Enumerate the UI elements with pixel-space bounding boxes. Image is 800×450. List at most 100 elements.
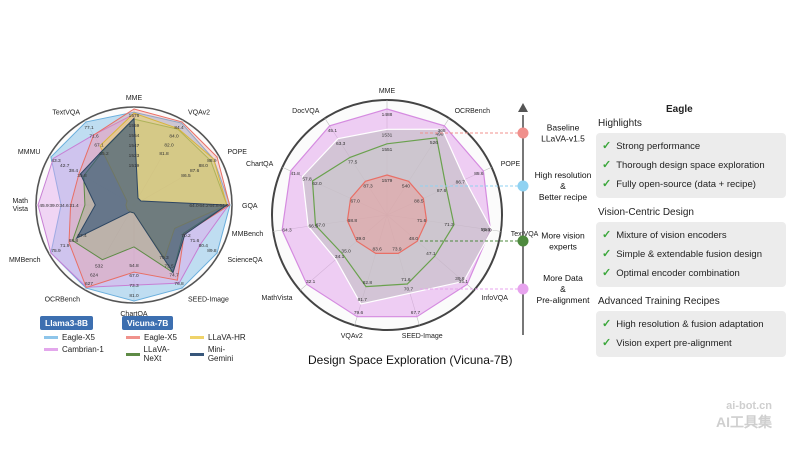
panel-item-label: Thorough design space exploration xyxy=(616,160,765,171)
value-label: 67.0 xyxy=(316,223,326,229)
panel-section-heading: Vision-Centric Design xyxy=(598,207,694,218)
value-label: 35.1 xyxy=(459,279,469,285)
value-label: 82.0 xyxy=(164,142,174,148)
panel-card: ✓ Mixture of vision encoders ✓ Simple & ext… xyxy=(596,222,786,287)
legend-swatch xyxy=(190,352,204,356)
legend-swatch xyxy=(126,352,140,356)
panel-item: ✓ Optimal encoder combination xyxy=(602,264,780,283)
value-label: 71.6 xyxy=(89,134,99,140)
radar-series-high-resolution-better-recipe xyxy=(311,137,455,288)
value-label: 45.1 xyxy=(328,128,338,134)
value-label: 71.6 xyxy=(417,218,427,224)
value-label: 58.5 xyxy=(481,227,491,233)
legend-label: LLaVA-NeXt xyxy=(143,345,170,363)
value-label: 57.8 xyxy=(302,176,312,182)
value-label: 85.6 xyxy=(474,171,484,177)
axis-label: POPE xyxy=(228,149,248,156)
stage-label: High resolution xyxy=(535,170,592,180)
legend-item: Eagle-X5 xyxy=(44,333,104,342)
value-label: 86.5 xyxy=(181,173,191,179)
value-label: 1551 xyxy=(382,147,393,153)
value-label: 1519 xyxy=(129,163,140,169)
value-label: 68.8 xyxy=(69,238,79,244)
stage-marker xyxy=(517,235,529,247)
stage-label: & xyxy=(560,181,566,191)
value-label: 81.0 xyxy=(129,293,139,299)
watermark-line1: ai-bot.cn xyxy=(726,400,772,412)
legend-item: Eagle-X5 xyxy=(126,333,186,342)
value-label: 627 xyxy=(85,281,93,287)
stage-marker xyxy=(517,127,529,139)
axis-label: ChartQA xyxy=(246,161,274,168)
legend-item: Mini-Gemini xyxy=(190,345,250,363)
value-label: 31.4 xyxy=(69,203,79,209)
axis-label: MMBench xyxy=(232,231,264,238)
panel-section-heading: Highlights xyxy=(598,118,642,129)
value-label: 63.3 xyxy=(336,141,346,147)
value-label: 73.5 xyxy=(164,264,174,270)
value-label: 64.3 xyxy=(282,227,292,233)
check-icon: ✓ xyxy=(602,159,612,171)
axis-label: OCRBench xyxy=(45,297,81,304)
check-icon: ✓ xyxy=(602,229,612,241)
value-label: 1547 xyxy=(129,143,140,149)
panel-item: ✓ Mixture of vision encoders xyxy=(602,226,780,245)
value-label: 45.9 xyxy=(39,203,49,209)
value-label: 39.6 xyxy=(455,276,465,282)
axis-label: ScienceQA xyxy=(228,257,263,264)
value-label: 87.6 xyxy=(190,168,200,174)
value-label: 70.2 xyxy=(181,233,191,239)
value-label: 624 xyxy=(90,272,98,278)
axis-label: MMMU xyxy=(18,149,41,156)
legend-llama: Llama3-8B Eagle-X5 Cambrian-1 xyxy=(40,316,104,354)
panel-item: ✓ Fully open-source (data + recipe) xyxy=(602,175,780,194)
panel-item: ✓ High resolution & fusion adaptation xyxy=(602,315,780,334)
value-label: 84.4 xyxy=(174,125,184,131)
value-label: 39.0 xyxy=(356,236,366,242)
value-label: 526 xyxy=(430,140,438,146)
value-label: 1579 xyxy=(382,178,393,184)
panel-item-label: Optimal encoder combination xyxy=(616,268,740,279)
panel-item: ✓ Vision expert pre-alignment xyxy=(602,334,780,353)
stage-label: Pre-alignment xyxy=(537,295,591,305)
value-label: 66.5 xyxy=(308,224,318,230)
value-label: 1559 xyxy=(129,123,140,129)
legend-label: Cambrian-1 xyxy=(62,345,104,354)
axis-label: MME xyxy=(379,88,396,95)
axis-label: MathVista xyxy=(262,295,293,302)
value-label: 76.8 xyxy=(174,281,184,287)
value-label: 64.2 xyxy=(199,203,209,209)
timeline-arrow-head xyxy=(518,103,528,112)
legend-item: Cambrian-1 xyxy=(44,345,104,354)
axis-label: TextVQA xyxy=(511,231,539,238)
value-label: 41.8 xyxy=(290,171,300,177)
check-icon: ✓ xyxy=(602,140,612,152)
value-label: 43.3 xyxy=(51,158,61,164)
axis-label: Math xyxy=(12,198,28,205)
value-label: 48.0 xyxy=(409,236,419,242)
legend-group-title: Llama3-8B xyxy=(40,316,93,330)
legend-swatch xyxy=(190,336,204,339)
stage-label: & xyxy=(560,284,566,294)
value-label: 87.6 xyxy=(437,188,447,194)
value-label: 70.3 xyxy=(159,255,169,261)
value-label: 47.1 xyxy=(426,251,436,257)
axis-label: DocVQA xyxy=(292,108,320,115)
value-label: 86.7 xyxy=(456,180,466,186)
value-label: 89.8 xyxy=(207,248,217,254)
axis-label: Vista xyxy=(13,206,29,213)
value-label: 62.0 xyxy=(312,181,322,187)
radar-series-mini-gemini xyxy=(75,117,229,274)
value-label: 38.4 xyxy=(69,168,79,174)
value-label: 1576 xyxy=(129,113,140,119)
axis-label: GQA xyxy=(242,203,258,210)
legend-label: LLaVA-HR xyxy=(208,333,246,342)
stage-label: Baseline xyxy=(547,123,580,133)
stage-label: Better recipe xyxy=(539,192,587,202)
value-label: 81.8 xyxy=(159,151,169,157)
left-radar-group: MME VQAv2 POPE GQA ScienceQA SEED-Image ChartQ… xyxy=(9,95,263,318)
value-label: 67.4 xyxy=(77,233,87,239)
panel-item: ✓ Strong performance xyxy=(602,137,780,156)
chart-caption: Design Space Exploration (Vicuna-7B) xyxy=(308,353,513,367)
panel-title: Eagle xyxy=(666,104,693,115)
